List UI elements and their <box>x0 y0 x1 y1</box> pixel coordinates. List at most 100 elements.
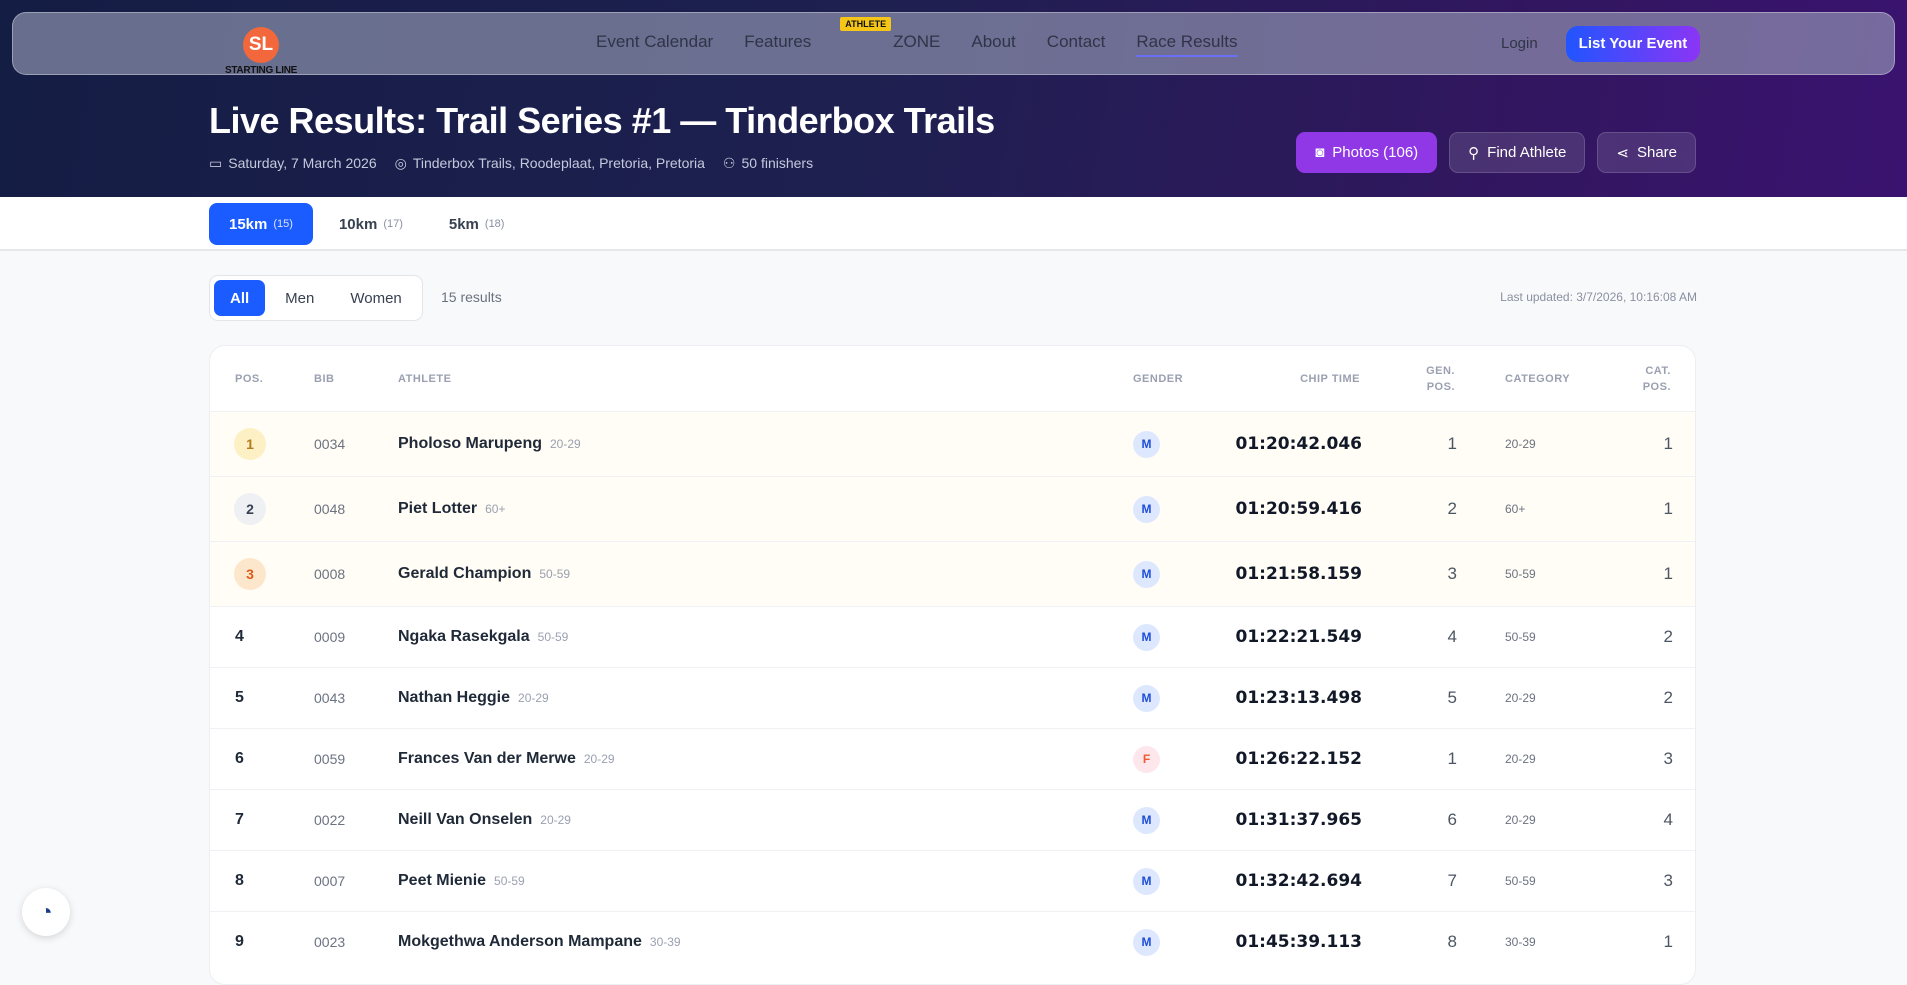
athlete-cell[interactable]: Frances Van der Merwe 20-29 <box>398 729 615 789</box>
category-position-cell: 3 <box>1663 871 1673 890</box>
date-text: Saturday, 7 March 2026 <box>228 155 377 171</box>
table-row[interactable]: 7 0022 Neill Van Onselen 20-29 M 01:31:37… <box>210 789 1695 850</box>
athlete-name[interactable]: Mokgethwa Anderson Mampane <box>398 933 642 950</box>
header-chip-time[interactable]: CHIP TIME <box>1300 372 1360 385</box>
gender-badge: M <box>1133 928 1160 956</box>
category-cell: 20-29 <box>1505 437 1536 451</box>
gender-cell: M <box>1133 851 1160 911</box>
category-cell: 30-39 <box>1505 935 1536 949</box>
find-athlete-button[interactable]: ⚲ Find Athlete <box>1449 132 1586 173</box>
table-row[interactable]: 3 0008 Gerald Champion 50-59 M 01:21:58.1… <box>210 541 1695 606</box>
nav-zone[interactable]: ATHLETEZONE <box>840 17 941 57</box>
header-category[interactable]: CATEGORY <box>1505 372 1571 385</box>
athlete-category: 50-59 <box>494 874 525 888</box>
chip-time-cell: 01:45:39.113 <box>1235 932 1362 952</box>
header-athlete[interactable]: ATHLETE <box>398 372 452 385</box>
bib-cell: 0007 <box>314 873 346 889</box>
athlete-cell[interactable]: Pholoso Marupeng 20-29 <box>398 412 581 476</box>
gender-position-cell: 3 <box>1447 564 1457 583</box>
last-updated: Last updated: 3/7/2026, 10:16:08 AM <box>1500 290 1697 304</box>
header-gen-pos[interactable]: GEN. POS. <box>1426 346 1455 411</box>
medal-badge: 3 <box>234 558 266 590</box>
camera-icon: ◙ <box>1315 144 1325 161</box>
chip-time-cell: 01:21:58.159 <box>1235 564 1362 584</box>
table-row[interactable]: 8 0007 Peet Mienie 50-59 M 01:32:42.694 7… <box>210 850 1695 911</box>
gender-badge: M <box>1133 867 1160 895</box>
tab-10km[interactable]: 10km (17) <box>319 203 423 245</box>
athlete-cell[interactable]: Piet Lotter 60+ <box>398 477 505 541</box>
athlete-cell[interactable]: Nathan Heggie 20-29 <box>398 668 549 728</box>
logo[interactable]: SL STARTING LINE <box>209 19 319 76</box>
tab-count: (17) <box>383 218 403 230</box>
athlete-category: 20-29 <box>518 691 549 705</box>
header-cat-pos[interactable]: CAT. POS. <box>1643 346 1671 411</box>
header-pos[interactable]: POS. <box>235 372 264 385</box>
athlete-cell[interactable]: Mokgethwa Anderson Mampane 30-39 <box>398 912 681 972</box>
gender-badge: M <box>1133 806 1160 834</box>
list-your-event-button[interactable]: List Your Event <box>1566 26 1700 62</box>
table-row[interactable]: 1 0034 Pholoso Marupeng 20-29 M 01:20:42.… <box>210 411 1695 476</box>
chip-time-cell: 01:31:37.965 <box>1235 810 1362 830</box>
gender-badge: M <box>1133 684 1160 712</box>
pos-cell: 6 <box>235 729 244 789</box>
nav-race-results[interactable]: Race Results <box>1136 32 1238 57</box>
filter-men[interactable]: Men <box>285 289 315 307</box>
pos-cell: 4 <box>235 607 244 667</box>
filter-women[interactable]: Women <box>350 289 402 307</box>
table-row[interactable]: 2 0048 Piet Lotter 60+ M 01:20:59.416 2 6… <box>210 476 1695 541</box>
distance-tabs-bar: 15km (15) 10km (17) 5km (18) <box>0 197 1907 251</box>
athlete-name[interactable]: Piet Lotter <box>398 500 478 517</box>
users-icon: ⚇ <box>722 155 736 171</box>
tab-5km[interactable]: 5km (18) <box>429 203 525 245</box>
gender-cell: F <box>1133 729 1160 789</box>
table-row[interactable]: 6 0059 Frances Van der Merwe 20-29 F 01:2… <box>210 728 1695 789</box>
results-table: POS. BIB ATHLETE GENDER CHIP TIME GEN. PO… <box>209 345 1696 985</box>
athlete-name[interactable]: Ngaka Rasekgala <box>398 628 530 645</box>
gender-position-cell: 5 <box>1447 688 1457 707</box>
login-link[interactable]: Login <box>1501 35 1538 52</box>
athlete-name[interactable]: Pholoso Marupeng <box>398 435 542 452</box>
athlete-name[interactable]: Peet Mienie <box>398 872 487 889</box>
pos-cell: 7 <box>235 790 244 850</box>
bib-cell: 0048 <box>314 501 346 517</box>
event-header: SL STARTING LINE Event Calendar Features… <box>0 0 1907 197</box>
table-row[interactable]: 5 0043 Nathan Heggie 20-29 M 01:23:13.498… <box>210 667 1695 728</box>
table-row[interactable]: 4 0009 Ngaka Rasekgala 50-59 M 01:22:21.5… <box>210 606 1695 667</box>
athlete-cell[interactable]: Ngaka Rasekgala 50-59 <box>398 607 568 667</box>
tab-count: (15) <box>273 218 293 230</box>
filter-all[interactable]: All <box>214 280 266 316</box>
pos-cell: 2 <box>234 477 266 541</box>
athlete-name[interactable]: Gerald Champion <box>398 565 532 582</box>
tab-15km[interactable]: 15km (15) <box>209 203 313 245</box>
table-row[interactable]: 9 0023 Mokgethwa Anderson Mampane 30-39 M… <box>210 911 1695 972</box>
gen-pos-line1: GEN. <box>1426 364 1455 377</box>
cookie-settings-button[interactable]: ◔ <box>22 888 70 936</box>
nav-features[interactable]: Features <box>744 32 812 51</box>
gender-badge: F <box>1133 745 1160 773</box>
athlete-name[interactable]: Nathan Heggie <box>398 689 511 706</box>
athlete-category: 20-29 <box>583 752 615 766</box>
athlete-name[interactable]: Neill Van Onselen <box>398 811 533 828</box>
logo-mark: SL <box>243 27 279 63</box>
pos-cell: 8 <box>235 851 244 911</box>
category-position-cell: 4 <box>1663 810 1673 829</box>
tab-label: 10km <box>338 215 378 233</box>
athlete-cell[interactable]: Neill Van Onselen 20-29 <box>398 790 571 850</box>
photos-button[interactable]: ◙ Photos (106) <box>1296 132 1438 173</box>
cat-pos-line1: CAT. <box>1645 364 1671 377</box>
athlete-name[interactable]: Frances Van der Merwe <box>398 750 576 767</box>
share-icon: ⋖ <box>1616 144 1629 162</box>
nav-contact[interactable]: Contact <box>1046 32 1106 51</box>
gender-position-cell: 4 <box>1447 627 1457 646</box>
athlete-cell[interactable]: Gerald Champion 50-59 <box>398 542 570 606</box>
header-bib[interactable]: BIB <box>314 372 335 385</box>
header-gender[interactable]: GENDER <box>1133 372 1184 385</box>
athlete-category: 20-29 <box>540 813 571 827</box>
nav-event-calendar[interactable]: Event Calendar <box>596 32 714 51</box>
nav-zone-label: ZONE <box>893 32 941 51</box>
athlete-cell[interactable]: Peet Mienie 50-59 <box>398 851 525 911</box>
medal-badge: 2 <box>234 493 266 525</box>
nav-about[interactable]: About <box>971 32 1016 51</box>
category-position-cell: 1 <box>1663 434 1673 453</box>
share-button[interactable]: ⋖ Share <box>1597 132 1696 173</box>
